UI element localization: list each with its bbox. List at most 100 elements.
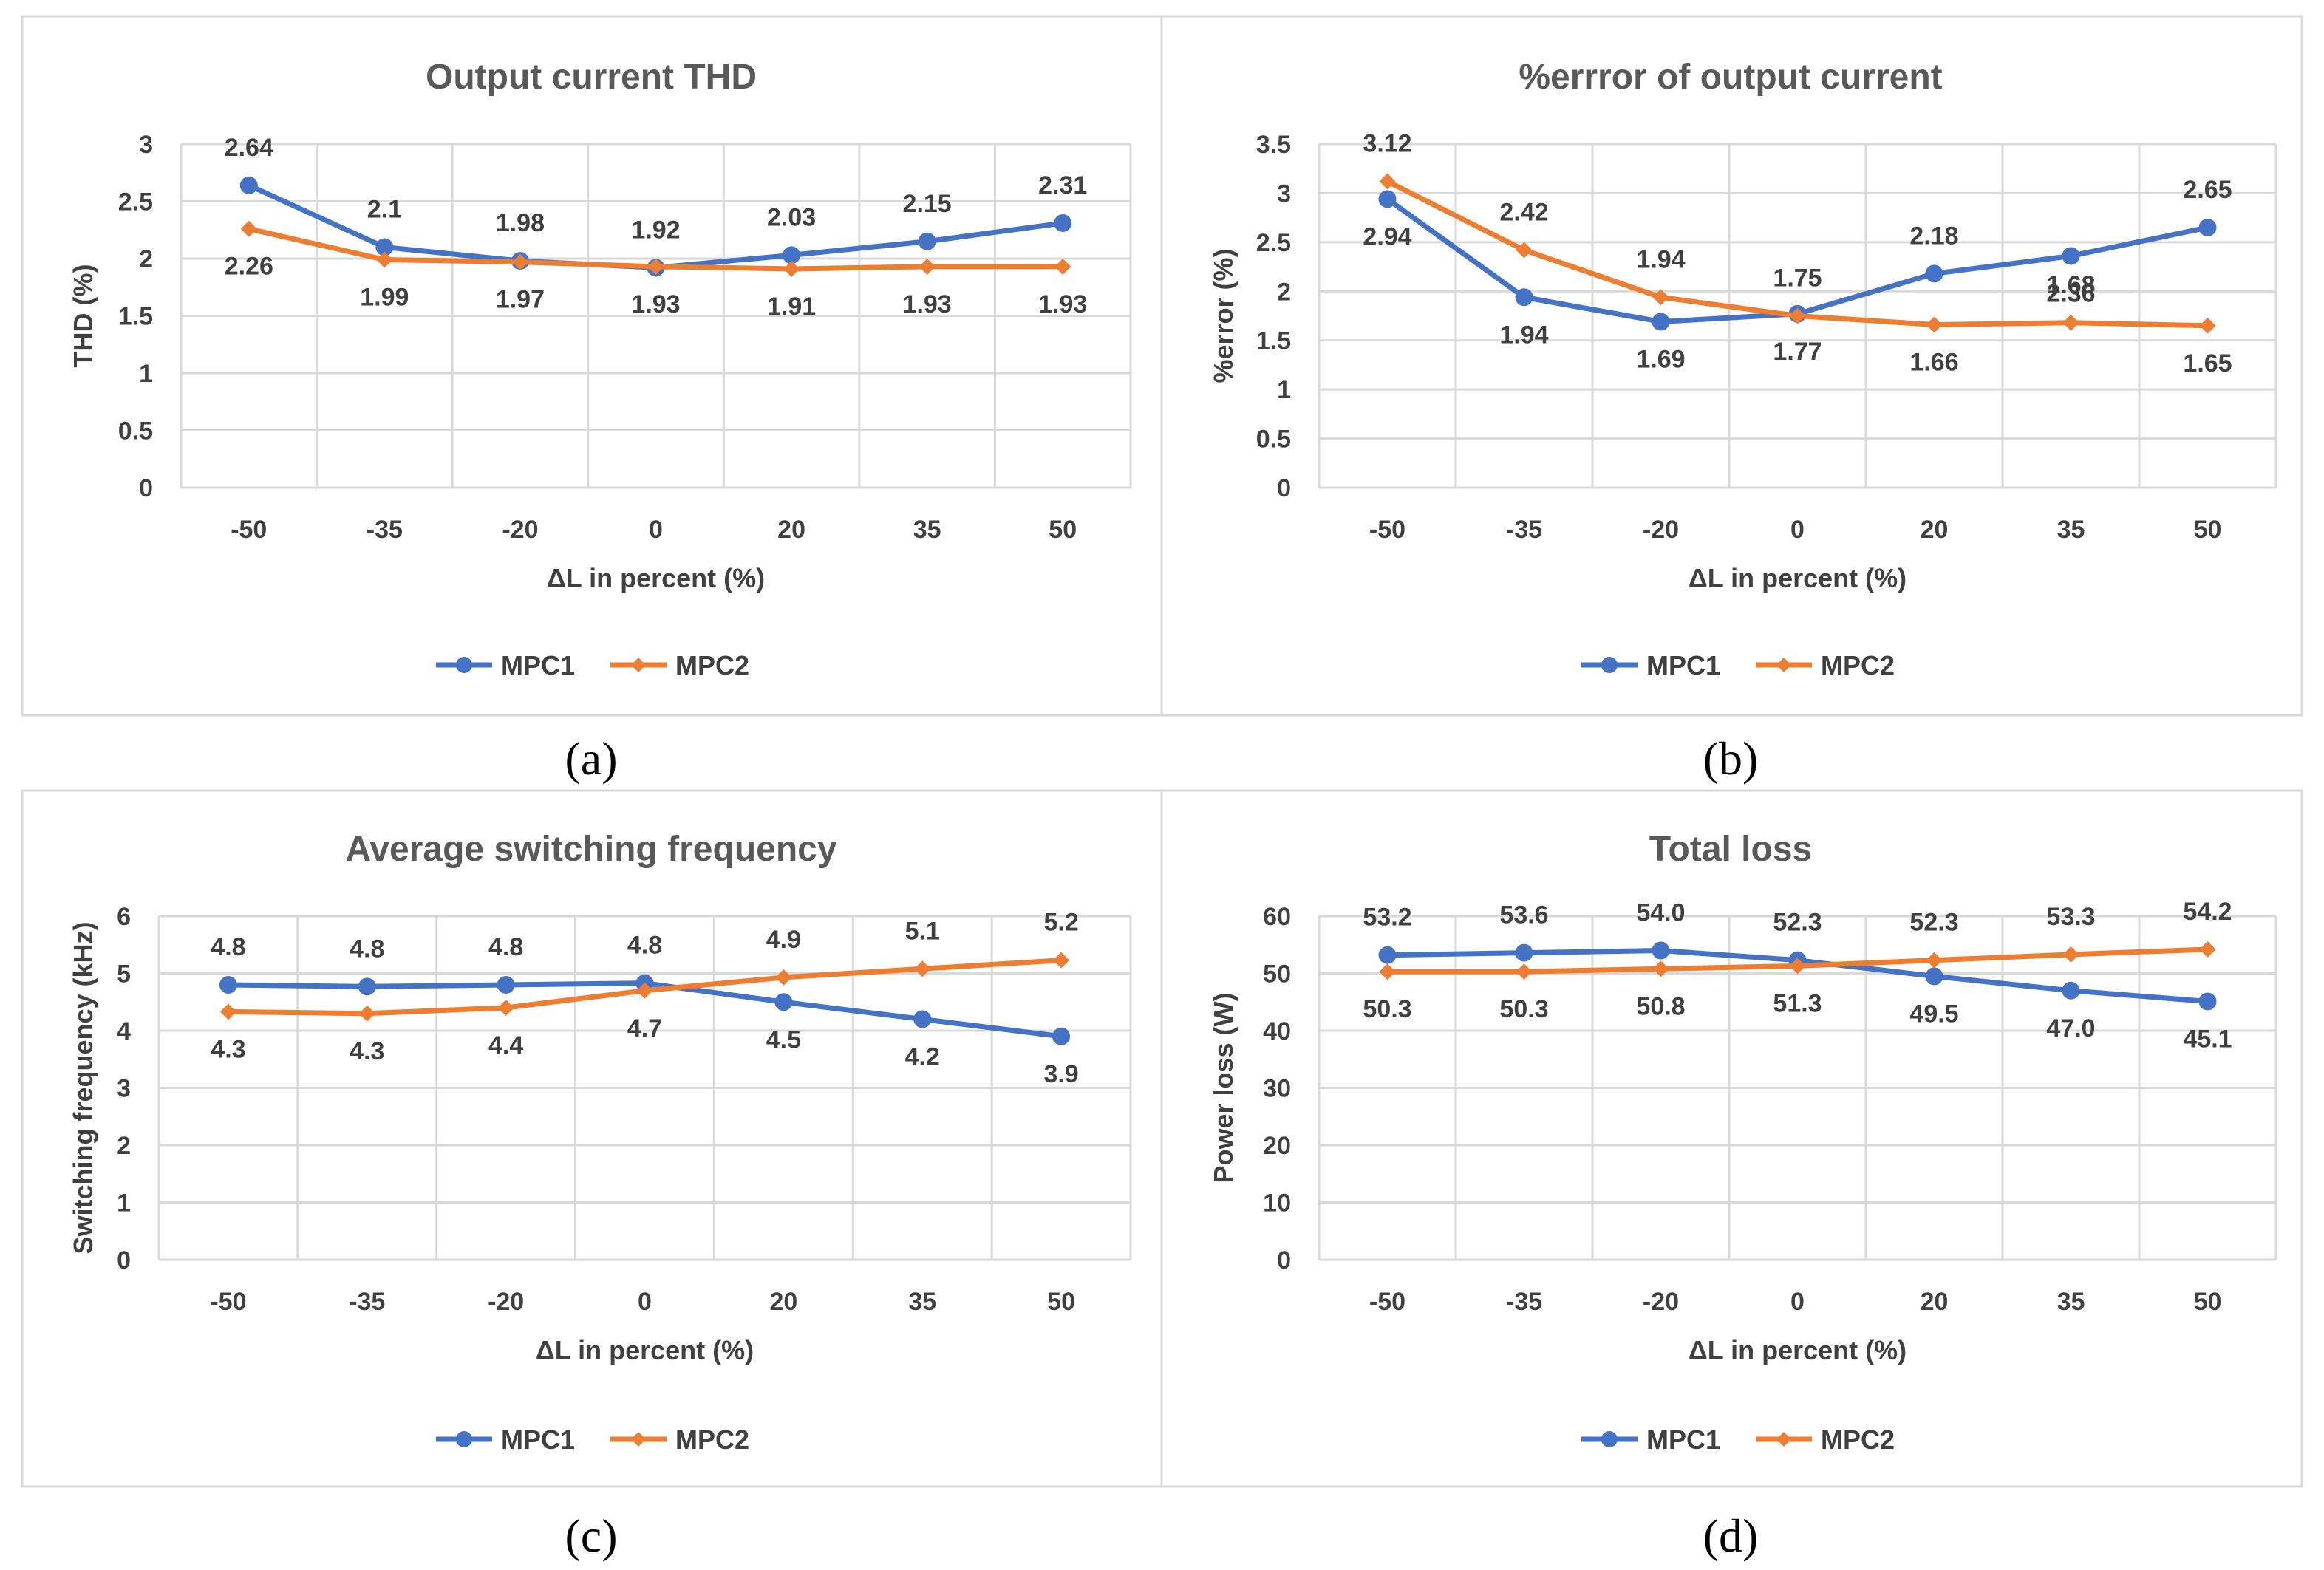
legend-item-mpc1: MPC1: [436, 650, 575, 680]
data-point-mpc1: [219, 976, 237, 994]
data-label-mpc2: 50.3: [1363, 995, 1411, 1023]
x-tick-label: 0: [649, 516, 663, 544]
y-tick-label: 1.5: [118, 303, 153, 331]
data-point-mpc2: [1516, 242, 1533, 259]
data-label-mpc2: 4.7: [627, 1014, 662, 1042]
y-tick-label: 20: [1263, 1132, 1291, 1160]
chart-panel-d: Total loss 0 10 20 30 40 50 60 -50 -35 -20 0 20 35 50 Δ…: [1208, 830, 2277, 1455]
legend-label: MPC2: [675, 650, 749, 680]
x-tick-label: 20: [769, 1288, 797, 1316]
data-label-mpc1: 4.8: [350, 935, 384, 963]
data-label-mpc1: 53.2: [1363, 904, 1411, 932]
data-label-mpc1: 2.65: [2183, 176, 2232, 204]
x-tick-label: -35: [349, 1288, 385, 1316]
x-tick-label: 20: [1921, 516, 1949, 544]
y-tick-label: 0: [1277, 1246, 1291, 1274]
data-point-mpc2: [1926, 952, 1943, 969]
y-tick-label: 3.5: [1256, 131, 1291, 159]
data-label-mpc1: 2.94: [1363, 222, 1411, 250]
data-point-mpc1: [1925, 967, 1943, 986]
data-label-mpc1: 2.31: [1038, 171, 1087, 199]
data-point-mpc2: [376, 251, 393, 268]
x-tick-label: 0: [638, 1288, 652, 1316]
x-tick-label: 35: [2057, 516, 2085, 544]
data-point-mpc2: [636, 982, 653, 999]
data-point-mpc2: [775, 969, 792, 986]
data-label-mpc2: 1.93: [631, 290, 680, 318]
y-tick-label: 2.5: [1256, 229, 1291, 257]
chart-title: Output current THD: [426, 58, 757, 97]
data-label-mpc2: 2.26: [225, 253, 273, 281]
legend-label: MPC2: [1821, 650, 1895, 680]
chart-title: Average switching frequency: [345, 830, 836, 869]
y-tick-label: 40: [1263, 1017, 1291, 1045]
legend-label: MPC2: [1821, 1424, 1895, 1455]
data-label-mpc1: 2.03: [767, 203, 816, 231]
y-tick-label: 4: [117, 1017, 131, 1045]
x-axis-label: ΔL in percent (%): [536, 1335, 754, 1365]
caption-a: (a): [565, 732, 617, 785]
y-tick-label: 0: [117, 1246, 131, 1274]
data-label-mpc2: 2.42: [1499, 198, 1548, 226]
data-point-mpc2: [1379, 173, 1396, 190]
data-label-mpc1: 4.5: [766, 1025, 801, 1054]
data-label-mpc1: 1.94: [1499, 321, 1548, 349]
data-point-mpc2: [2199, 941, 2216, 958]
data-point-mpc2: [783, 260, 800, 277]
x-tick-label: 35: [913, 516, 941, 544]
x-axis-label: ΔL in percent (%): [1689, 563, 1906, 593]
legend-marker: [631, 658, 646, 672]
x-tick-label: -20: [502, 516, 538, 544]
data-point-mpc2: [358, 1005, 375, 1022]
x-tick-label: 50: [1047, 1288, 1075, 1316]
chart-panel-b: %errror of output current 0 0.5 1 1.5 2 2.5 3 3.…: [1208, 58, 2277, 680]
y-tick-label: 0.5: [1256, 426, 1291, 454]
data-label-mpc1: 4.8: [488, 933, 523, 961]
x-tick-label: 50: [2194, 1288, 2222, 1316]
data-point-mpc1: [2062, 247, 2080, 265]
legend-marker: [456, 1431, 472, 1447]
data-point-mpc2: [1516, 963, 1533, 980]
data-label-mpc1: 53.6: [1499, 901, 1548, 929]
data-label-mpc1: 2.36: [2046, 279, 2095, 307]
data-point-mpc2: [240, 220, 257, 237]
data-point-mpc1: [774, 993, 793, 1011]
legend-item-mpc1: MPC1: [436, 1424, 575, 1455]
y-tick-label: 30: [1263, 1075, 1291, 1103]
data-label-mpc2: 5.2: [1043, 909, 1078, 937]
data-label-mpc2: 4.3: [350, 1037, 384, 1065]
y-tick-label: 2: [117, 1132, 131, 1160]
y-tick-label: 0: [139, 474, 153, 502]
data-label-mpc2: 1.99: [360, 284, 409, 312]
legend-item-mpc1: MPC1: [1581, 1424, 1720, 1455]
legend-marker: [456, 657, 472, 673]
data-label-mpc1: 4.2: [905, 1043, 940, 1071]
data-point-mpc1: [1652, 941, 1670, 960]
data-point-mpc2: [1652, 960, 1669, 977]
data-point-mpc2: [2062, 946, 2079, 963]
data-point-mpc2: [1053, 952, 1070, 969]
data-point-mpc1: [783, 246, 801, 264]
data-point-mpc1: [239, 176, 258, 194]
data-label-mpc1: 2.1: [367, 196, 402, 224]
data-point-mpc1: [375, 238, 394, 256]
data-label-mpc2: 1.91: [767, 293, 816, 321]
data-point-mpc1: [1054, 214, 1072, 232]
y-tick-label: 1: [139, 360, 153, 388]
x-tick-label: 20: [1921, 1288, 1949, 1316]
data-point-mpc1: [913, 1010, 932, 1028]
data-label-mpc1: 4.8: [211, 933, 245, 961]
y-tick-label: 2: [1277, 278, 1291, 306]
y-axis-label: Switching frequency (kHz): [68, 921, 98, 1254]
data-point-mpc2: [2199, 317, 2216, 334]
x-tick-label: -20: [488, 1288, 524, 1316]
data-label-mpc2: 51.3: [1773, 989, 1822, 1017]
data-point-mpc2: [914, 960, 931, 977]
data-label-mpc2: 54.2: [2183, 898, 2232, 926]
data-label-mpc1: 2.64: [225, 134, 273, 162]
y-tick-label: 2: [139, 245, 153, 273]
data-label-mpc2: 3.12: [1363, 129, 1411, 157]
data-point-mpc2: [2062, 314, 2079, 331]
legend-item-mpc2: MPC2: [610, 1424, 749, 1455]
y-axis-label: %error (%): [1208, 248, 1238, 383]
